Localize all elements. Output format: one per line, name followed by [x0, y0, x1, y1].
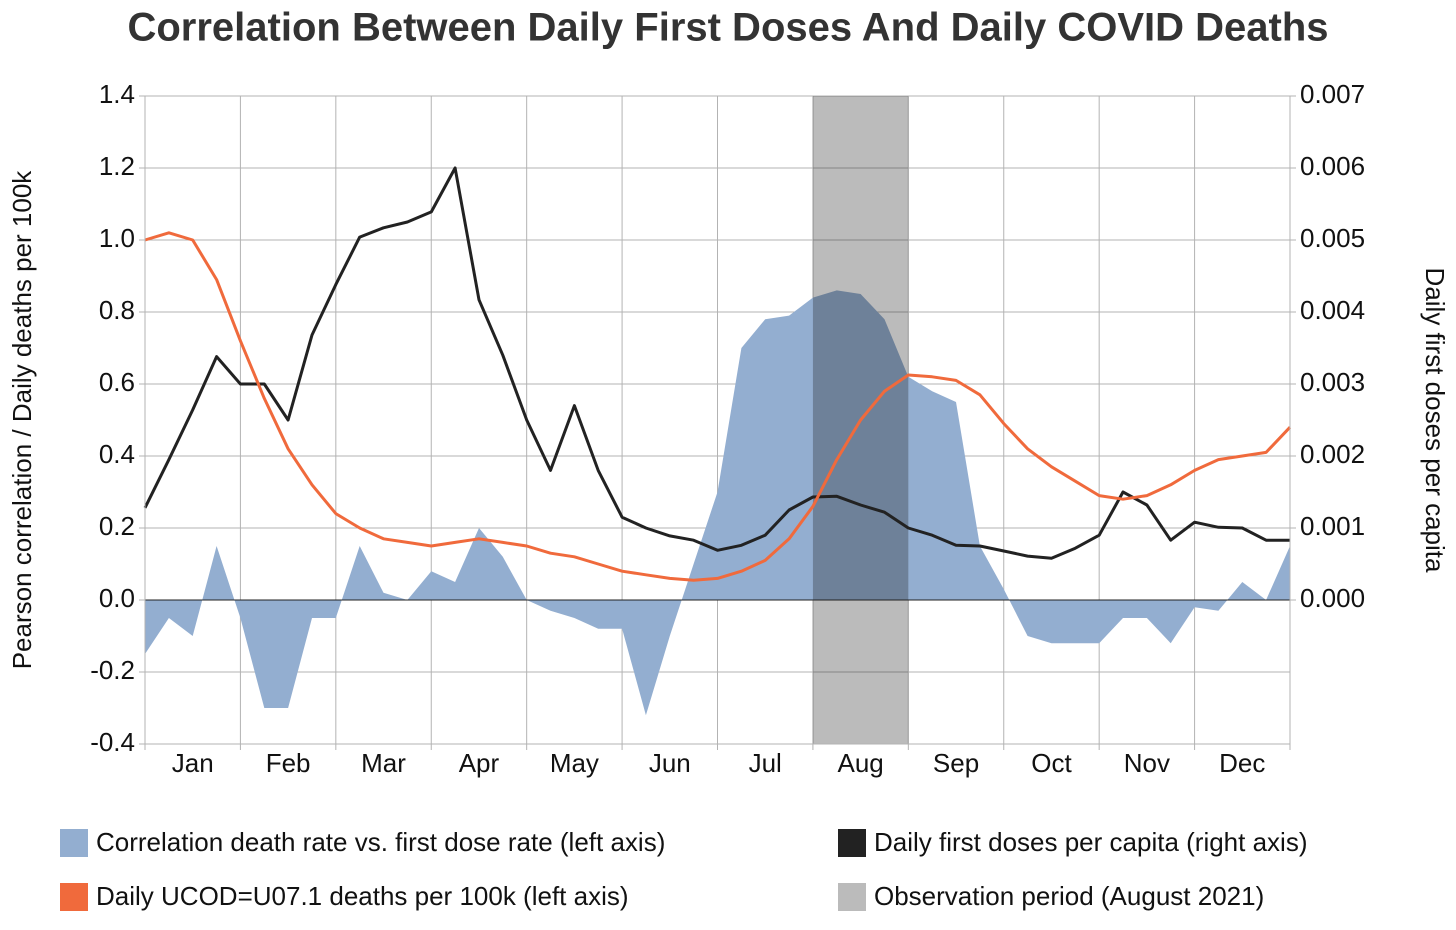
- x-tick-label: Dec: [1219, 748, 1265, 778]
- y-tick-label: -0.2: [90, 655, 135, 685]
- x-tick-label: Apr: [459, 748, 500, 778]
- legend-swatch: [60, 883, 88, 911]
- y-tick-label: -0.4: [90, 727, 135, 757]
- y-axis-label: Pearson correlation / Daily deaths per 1…: [7, 170, 37, 670]
- y2-tick-label: 0.007: [1300, 79, 1365, 109]
- x-tick-label: Nov: [1124, 748, 1170, 778]
- area: [145, 290, 1290, 716]
- y-tick-label: 0.4: [99, 439, 135, 469]
- legend-swatch: [838, 883, 866, 911]
- y2-tick-label: 0.003: [1300, 367, 1365, 397]
- y2-axis-label: Daily first doses per capita: [1420, 268, 1450, 573]
- y-tick-label: 0.2: [99, 511, 135, 541]
- y2-tick-label: 0.006: [1300, 151, 1365, 181]
- x-tick-label: Feb: [266, 748, 311, 778]
- legend-swatch: [838, 829, 866, 857]
- line: [144, 231, 1292, 582]
- y2-tick-label: 0.004: [1300, 295, 1365, 325]
- y2-tick-label: 0.005: [1300, 223, 1365, 253]
- y-tick-label: 1.2: [99, 151, 135, 181]
- y-tick-label: 1.4: [99, 79, 135, 109]
- y2-tick-label: 0.000: [1300, 583, 1365, 613]
- x-tick-label: Sep: [933, 748, 979, 778]
- x-tick-label: Aug: [837, 748, 883, 778]
- x-tick-label: Jan: [172, 748, 214, 778]
- legend-swatch: [60, 829, 88, 857]
- chart-title: Correlation Between Daily First Doses An…: [127, 6, 1328, 50]
- x-tick-label: Oct: [1031, 748, 1072, 778]
- x-tick-label: Mar: [361, 748, 406, 778]
- x-tick-label: Jul: [749, 748, 782, 778]
- legend-label: Observation period (August 2021): [874, 881, 1264, 911]
- y-tick-label: 1.0: [99, 223, 135, 253]
- y-tick-label: 0.8: [99, 295, 135, 325]
- y-tick-label: 0.6: [99, 367, 135, 397]
- line: [143, 166, 1290, 560]
- y2-tick-label: 0.002: [1300, 439, 1365, 469]
- legend-label: Daily UCOD=U07.1 deaths per 100k (left a…: [96, 881, 629, 911]
- x-tick-label: Jun: [649, 748, 691, 778]
- y-tick-label: 0.0: [99, 583, 135, 613]
- legend-label: Daily first doses per capita (right axis…: [874, 827, 1307, 857]
- x-tick-label: May: [550, 748, 599, 778]
- legend-label: Correlation death rate vs. first dose ra…: [96, 827, 665, 857]
- y2-tick-label: 0.001: [1300, 511, 1365, 541]
